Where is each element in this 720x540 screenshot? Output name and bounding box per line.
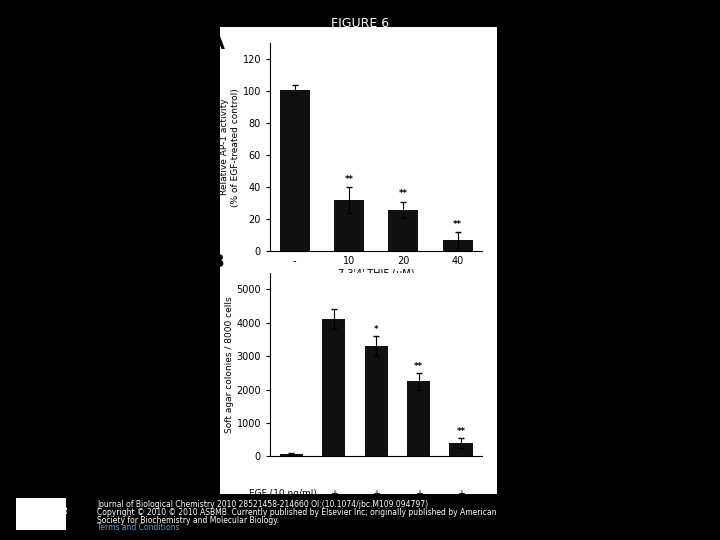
Text: 10: 10: [370, 511, 382, 522]
Bar: [279, 90, 310, 251]
Text: FIGURE 6: FIGURE 6: [331, 17, 389, 30]
Text: **: **: [344, 175, 354, 184]
Text: +: +: [457, 489, 465, 500]
Text: *: *: [374, 325, 379, 334]
Text: Society for Biochemistry and Molecular Biology.: Society for Biochemistry and Molecular B…: [97, 516, 279, 525]
X-axis label: 7,3'4'-THIF (μM): 7,3'4'-THIF (μM): [338, 269, 415, 279]
Bar: [388, 210, 418, 251]
Bar: [443, 240, 473, 251]
Text: A: A: [210, 35, 225, 53]
Text: 40: 40: [455, 511, 467, 522]
Text: +: +: [330, 489, 338, 500]
Text: ELSEVIER: ELSEVIER: [27, 508, 68, 516]
Text: Copyright © 2010 © 2010 ASBMB. Currently published by Elsevier Inc; originally p: Copyright © 2010 © 2010 ASBMB. Currently…: [97, 508, 497, 517]
Text: **: **: [456, 427, 466, 436]
Text: -: -: [332, 511, 336, 522]
Bar: [322, 320, 346, 456]
Y-axis label: Relative AP-1 activity
(% of EGF-treated control): Relative AP-1 activity (% of EGF-treated…: [220, 88, 240, 206]
Text: Terms and Conditions: Terms and Conditions: [97, 523, 180, 532]
Text: EGF (10 ng/ml): EGF (10 ng/ml): [249, 489, 317, 498]
Text: 20: 20: [413, 511, 425, 522]
Text: +: +: [415, 489, 423, 500]
Bar: [449, 443, 473, 456]
Text: 7,3',4'-THIF (μM): 7,3',4'-THIF (μM): [249, 511, 322, 521]
Bar: [364, 346, 388, 456]
Bar: [407, 381, 431, 456]
Y-axis label: Soft agar colonies / 8000 cells: Soft agar colonies / 8000 cells: [225, 296, 233, 433]
Bar: [334, 200, 364, 251]
Text: B: B: [210, 253, 224, 271]
Text: Journal of Biological Chemistry 2010 28521458-214660 Ol:(10.1074/jbc.M109.094797: Journal of Biological Chemistry 2010 285…: [97, 500, 428, 509]
Bar: [279, 454, 303, 456]
Text: **: **: [414, 362, 423, 371]
Text: **: **: [399, 190, 408, 198]
Text: -: -: [289, 511, 293, 522]
Text: -: -: [289, 489, 293, 500]
Text: +: +: [372, 489, 380, 500]
Text: **: **: [454, 220, 462, 229]
